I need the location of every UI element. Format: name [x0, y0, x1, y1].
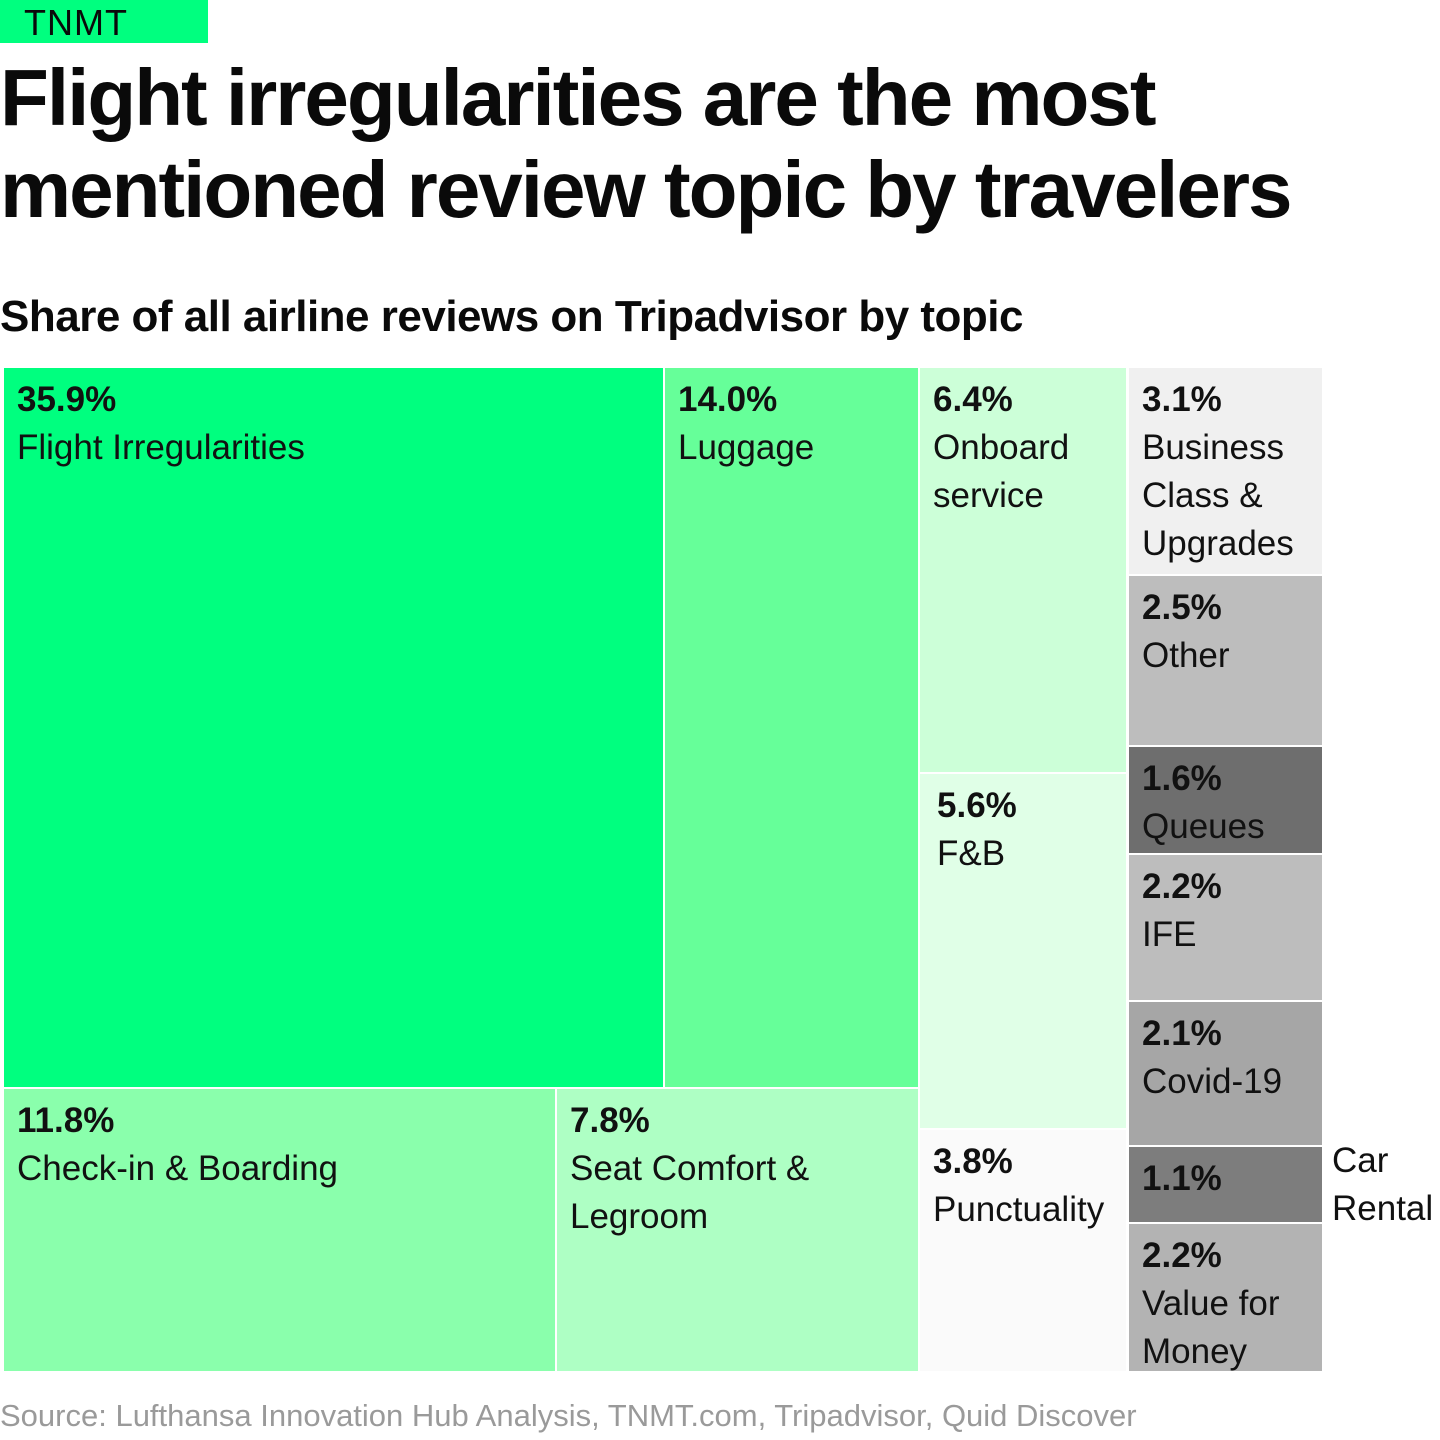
treemap-rect-other — [1129, 576, 1322, 745]
treemap-rect-luggage — [665, 368, 918, 1087]
value-label-seat-comfort-legroom: 7.8% — [570, 1101, 650, 1140]
treemap-tile-business-class-upgrades: 3.1% Business Class & Upgrades — [1129, 368, 1322, 574]
treemap-tile-check-in-boarding: 11.8% Check-in & Boarding — [4, 1089, 555, 1371]
category-label-car-rental: Rental — [1332, 1189, 1433, 1228]
category-label-business-class-upgrades: Upgrades — [1142, 524, 1294, 563]
category-label-business-class-upgrades: Class & — [1142, 476, 1263, 515]
value-label-car-rental: 1.1% — [1142, 1159, 1222, 1198]
treemap-rect-onboard-service — [920, 368, 1126, 772]
treemap-tile-seat-comfort-legroom: 7.8% Seat Comfort & Legroom — [557, 1089, 918, 1371]
value-label-onboard-service: 6.4% — [933, 380, 1013, 419]
treemap-tile-fb: 5.6% F&B — [920, 774, 1126, 1128]
category-label-ife: IFE — [1142, 915, 1196, 954]
category-label-fb: F&B — [937, 834, 1005, 873]
value-label-covid-19: 2.1% — [1142, 1014, 1222, 1053]
treemap-tile-flight-irregularities: 35.9% Flight Irregularities — [4, 368, 663, 1087]
category-label-onboard-service: service — [933, 476, 1044, 515]
category-label-punctuality: Punctuality — [933, 1190, 1105, 1229]
value-label-ife: 2.2% — [1142, 867, 1222, 906]
category-label-covid-19: Covid-19 — [1142, 1062, 1282, 1101]
treemap-rect-check-in-boarding — [4, 1089, 555, 1371]
treemap-tile-luggage: 14.0% Luggage — [665, 368, 918, 1087]
treemap-rect-punctuality — [920, 1130, 1126, 1371]
value-label-punctuality: 3.8% — [933, 1142, 1013, 1181]
treemap-rect-seat-comfort-legroom — [557, 1089, 918, 1371]
logo-text: TNMT — [24, 2, 128, 43]
treemap-tile-onboard-service: 6.4% Onboard service — [920, 368, 1126, 772]
category-label-value-for-money: Value for — [1142, 1284, 1280, 1323]
chart-subtitle: Share of all airline reviews on Tripadvi… — [0, 292, 1024, 341]
value-label-other: 2.5% — [1142, 588, 1222, 627]
treemap-tile-car-rental: 1.1% Car Rental — [1129, 1141, 1433, 1228]
treemap-rect-ife — [1129, 855, 1322, 1000]
treemap-rect-business-class-upgrades — [1129, 368, 1322, 574]
treemap-tile-covid-19: 2.1% Covid-19 — [1129, 1002, 1322, 1145]
category-label-check-in-boarding: Check-in & Boarding — [17, 1149, 338, 1188]
treemap-tile-other: 2.5% Other — [1129, 576, 1322, 745]
category-label-other: Other — [1142, 636, 1230, 675]
value-label-luggage: 14.0% — [678, 380, 777, 419]
source-note: Source: Lufthansa Innovation Hub Analysi… — [0, 1398, 1137, 1433]
category-label-flight-irregularities: Flight Irregularities — [17, 428, 305, 467]
value-label-flight-irregularities: 35.9% — [17, 380, 116, 419]
category-label-seat-comfort-legroom: Seat Comfort & — [570, 1149, 809, 1188]
treemap-tile-queues: 1.6% Queues — [1129, 747, 1322, 853]
category-label-car-rental: Car — [1332, 1141, 1389, 1180]
value-label-business-class-upgrades: 3.1% — [1142, 380, 1222, 419]
treemap-rect-car-rental — [1129, 1147, 1322, 1222]
value-label-value-for-money: 2.2% — [1142, 1236, 1222, 1275]
treemap-tile-ife: 2.2% IFE — [1129, 855, 1322, 1000]
treemap-rect-covid-19 — [1129, 1002, 1322, 1145]
category-label-queues: Queues — [1142, 807, 1265, 846]
category-label-onboard-service: Onboard — [933, 428, 1069, 467]
value-label-queues: 1.6% — [1142, 759, 1222, 798]
page-title: Flight irregularities are the most menti… — [0, 53, 1292, 234]
treemap-rect-flight-irregularities — [4, 368, 663, 1087]
value-label-check-in-boarding: 11.8% — [17, 1101, 114, 1140]
treemap-tile-value-for-money: 2.2% Value for Money — [1129, 1224, 1322, 1371]
treemap-rect-queues — [1129, 747, 1322, 853]
treemap-tile-punctuality: 3.8% Punctuality — [920, 1130, 1126, 1371]
category-label-value-for-money: Money — [1142, 1332, 1248, 1371]
category-label-business-class-upgrades: Business — [1142, 428, 1284, 467]
category-label-seat-comfort-legroom: Legroom — [570, 1197, 708, 1236]
treemap-rect-value-for-money — [1129, 1224, 1322, 1371]
value-label-fb: 5.6% — [937, 786, 1017, 825]
tnmt-logo: TNMT — [0, 0, 208, 43]
category-label-luggage: Luggage — [678, 428, 814, 467]
treemap-rect-fb — [920, 774, 1126, 1128]
